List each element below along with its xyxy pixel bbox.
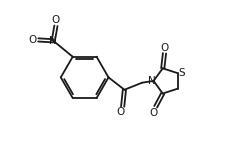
Text: O: O	[52, 15, 60, 26]
Text: S: S	[179, 68, 185, 78]
Text: O: O	[160, 43, 169, 53]
Text: O: O	[117, 107, 125, 117]
Text: O: O	[29, 35, 37, 45]
Text: N: N	[148, 76, 156, 86]
Text: N: N	[49, 36, 57, 46]
Text: O: O	[150, 108, 158, 118]
